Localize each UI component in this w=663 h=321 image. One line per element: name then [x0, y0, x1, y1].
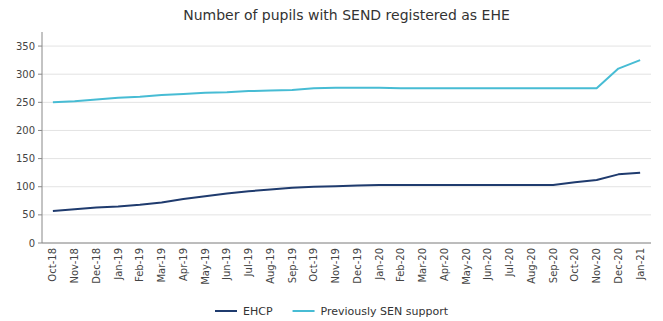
y-tick	[38, 158, 42, 159]
legend: EHCP Previously SEN support	[215, 305, 449, 318]
x-tick-label: Mar-19	[156, 248, 167, 283]
x-tick-label: Oct-20	[569, 248, 580, 282]
x-tick-label: Sep-20	[548, 248, 559, 283]
x-tick-label: Aug-19	[265, 248, 276, 284]
grid-line	[42, 243, 651, 244]
y-tick-label: 100	[16, 181, 35, 192]
x-tick-label: Jun-19	[221, 248, 232, 281]
y-tick	[38, 186, 42, 187]
y-tick-label: 250	[16, 97, 35, 108]
series-line	[53, 173, 640, 211]
grid-line	[42, 214, 651, 215]
grid-line	[42, 74, 651, 75]
legend-swatch	[215, 310, 237, 312]
legend-label: Previously SEN support	[321, 305, 449, 318]
y-tick-label: 350	[16, 41, 35, 52]
x-tick-label: Oct-19	[308, 248, 319, 282]
x-tick-label: Jun-20	[482, 248, 493, 281]
y-tick	[38, 46, 42, 47]
x-axis-line	[42, 243, 651, 244]
y-tick-label: 50	[22, 209, 35, 220]
chart: Number of pupils with SEND registered as…	[0, 0, 663, 321]
y-axis-line	[42, 32, 43, 243]
x-tick-label: Jan-21	[635, 248, 646, 281]
title: Number of pupils with SEND registered as…	[183, 7, 510, 23]
lines	[53, 60, 640, 211]
x-axis: Oct-18 Nov-18 Dec-18 Jan-19 Feb-19 Mar-19 Apr-…	[47, 248, 645, 285]
grid-line	[42, 102, 651, 103]
x-tick-label: Nov-19	[330, 248, 341, 284]
series-line	[53, 60, 640, 102]
legend-item: EHCP	[215, 305, 273, 318]
x-tick-label: Dec-20	[613, 248, 624, 284]
legend-item: Previously SEN support	[293, 305, 449, 318]
x-tick-label: Oct-18	[47, 248, 58, 282]
y-tick-label: 200	[16, 125, 35, 136]
grid-line	[42, 130, 651, 131]
y-tick	[38, 102, 42, 103]
x-tick-label: Dec-18	[91, 248, 102, 284]
y-tick-label: 0	[29, 238, 35, 249]
x-tick-label: May-19	[200, 248, 211, 285]
x-tick-label: Sep-19	[287, 248, 298, 283]
y-tick	[38, 214, 42, 215]
x-tick-label: Nov-20	[591, 248, 602, 284]
y-tick-label: 300	[16, 69, 35, 80]
x-tick-label: Jul-19	[243, 248, 254, 277]
y-tick	[38, 243, 42, 244]
x-tick-label: Dec-19	[352, 248, 363, 284]
x-tick-label: Jan-19	[113, 248, 124, 281]
y-tick	[38, 130, 42, 131]
grid-line	[42, 158, 651, 159]
x-tick-label: May-20	[461, 248, 472, 285]
x-tick-label: Feb-20	[395, 248, 406, 282]
x-tick-label: Nov-18	[69, 248, 80, 284]
x-tick-label: Mar-20	[417, 248, 428, 283]
x-tick-label: Feb-19	[134, 248, 145, 282]
grid-line	[42, 46, 651, 47]
legend-swatch	[293, 310, 315, 312]
y-axis: 0 50 100 150 200 250 300 350	[16, 32, 651, 249]
grid	[42, 46, 651, 243]
x-tick-label: Jul-20	[504, 248, 515, 277]
y-tick-label: 150	[16, 153, 35, 164]
x-tick-label: Apr-19	[178, 248, 189, 281]
x-tick-label: Apr-20	[439, 248, 450, 281]
x-tick-label: Jan-20	[374, 248, 385, 281]
legend-label: EHCP	[243, 305, 273, 318]
x-tick-label: Aug-20	[526, 248, 537, 284]
y-tick	[38, 74, 42, 75]
